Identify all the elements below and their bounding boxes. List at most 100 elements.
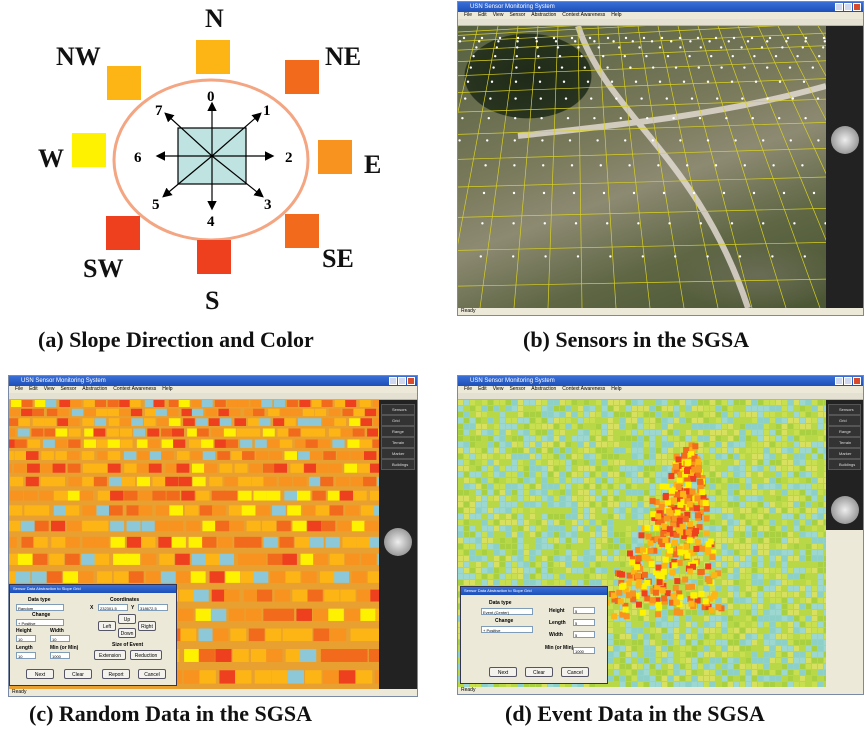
num-2: 2 xyxy=(285,150,293,166)
left-button-c[interactable]: Left xyxy=(98,621,116,631)
right-button-c[interactable]: Right xyxy=(138,621,156,631)
arrow-5 xyxy=(162,155,213,198)
report-button-c[interactable]: Report xyxy=(102,669,130,679)
menu-sensor-d[interactable]: Sensor xyxy=(509,386,526,392)
x-label-c: X xyxy=(90,605,94,611)
down-button-c[interactable]: Down xyxy=(118,628,136,638)
side-item-range-d[interactable]: Range xyxy=(828,426,861,437)
menu-edit[interactable]: Edit xyxy=(478,12,487,18)
menu-sensor[interactable]: Sensor xyxy=(509,12,526,18)
menu-file-c[interactable]: File xyxy=(15,386,24,392)
abstraction-dialog-d: Sensor Data Abstraction to Slope Grid Da… xyxy=(460,586,608,684)
menu-help-d[interactable]: Help xyxy=(611,386,622,392)
up-button-c[interactable]: Up xyxy=(118,614,136,624)
window-d: USN Sensor Monitoring System File Edit Vie… xyxy=(457,375,864,695)
menu-view-c[interactable]: View xyxy=(43,386,55,392)
viewport-d[interactable] xyxy=(458,400,826,687)
menu-edit-c[interactable]: Edit xyxy=(29,386,38,392)
caption-a: (a) Slope Direction and Color xyxy=(38,327,314,352)
min-input-c[interactable]: 1000 xyxy=(50,652,70,659)
length-input-c[interactable]: 10 xyxy=(16,652,36,659)
side-item-terrain-d[interactable]: Terrain xyxy=(828,437,861,448)
menu-file-d[interactable]: File xyxy=(464,386,473,392)
data-type-select-d[interactable]: Event (Center) xyxy=(481,608,533,615)
num-7: 7 xyxy=(155,103,163,119)
side-item-grid-c[interactable]: Grid xyxy=(381,415,415,426)
menu-view-d[interactable]: View xyxy=(492,386,504,392)
menu-view[interactable]: View xyxy=(492,12,504,18)
reduction-button-c[interactable]: Reduction xyxy=(130,650,162,660)
menu-abstraction[interactable]: Abstraction xyxy=(531,12,557,18)
menu-file[interactable]: File xyxy=(464,12,473,18)
navigation-wheel-c[interactable] xyxy=(384,528,412,556)
height-label-c: Height xyxy=(16,628,32,634)
side-panel-b xyxy=(826,26,863,308)
menu-abstraction-c[interactable]: Abstraction xyxy=(82,386,108,392)
menu-edit-d[interactable]: Edit xyxy=(478,386,487,392)
title-bar-d: USN Sensor Monitoring System xyxy=(458,376,863,386)
minimize-button-b[interactable] xyxy=(835,3,843,11)
maximize-button-b[interactable] xyxy=(844,3,852,11)
width-input-d[interactable]: 5 xyxy=(573,631,595,638)
label-s: S xyxy=(205,286,220,315)
extension-button-c[interactable]: Extension xyxy=(94,650,126,660)
close-button-b[interactable] xyxy=(853,3,861,11)
height-input-d[interactable]: 5 xyxy=(573,607,595,614)
side-item-terrain-c[interactable]: Terrain xyxy=(381,437,415,448)
cancel-button-d[interactable]: Cancel xyxy=(561,667,589,677)
y-input-c[interactable]: 318672.5 xyxy=(138,604,168,611)
side-item-buildings-c[interactable]: Buildings xyxy=(381,459,415,470)
side-item-marker-d[interactable]: Marker Image xyxy=(828,448,861,465)
arrow-7 xyxy=(164,112,213,157)
swatch-sw xyxy=(106,216,140,250)
viewport-b[interactable] xyxy=(458,26,826,308)
side-item-range-c[interactable]: Range xyxy=(381,426,415,437)
change-select-d[interactable]: + Positive xyxy=(481,626,533,633)
side-item-sensors-c[interactable]: Sensors xyxy=(381,404,415,415)
toolbar-b xyxy=(458,19,863,26)
menu-context-c[interactable]: Context Awareness xyxy=(113,386,157,392)
data-type-select-c[interactable]: Random xyxy=(16,604,64,611)
menu-context[interactable]: Context Awareness xyxy=(562,12,606,18)
menu-help-c[interactable]: Help xyxy=(162,386,173,392)
clear-button-d[interactable]: Clear xyxy=(525,667,553,677)
next-button-c[interactable]: Next xyxy=(26,669,54,679)
cancel-button-c[interactable]: Cancel xyxy=(138,669,166,679)
label-w: W xyxy=(38,144,64,173)
maximize-button-c[interactable] xyxy=(398,377,406,385)
min-input-d[interactable]: 1000 xyxy=(573,647,595,654)
maximize-button-d[interactable] xyxy=(844,377,852,385)
arrow-1 xyxy=(211,112,262,157)
side-item-buildings-d[interactable]: Buildings xyxy=(828,459,861,470)
menu-context-d[interactable]: Context Awareness xyxy=(562,386,606,392)
status-bar-b: Ready xyxy=(458,308,863,315)
width-input-c[interactable]: 10 xyxy=(50,635,70,642)
navigation-wheel-b[interactable] xyxy=(831,126,859,154)
num-5: 5 xyxy=(152,197,160,213)
side-item-sensors-d[interactable]: Sensors xyxy=(828,404,861,415)
side-item-grid-d[interactable]: Grid xyxy=(828,415,861,426)
menu-bar-c: File Edit View Sensor Abstraction Context Awa… xyxy=(9,386,417,393)
change-select-c[interactable]: + Positive xyxy=(16,619,64,626)
close-button-d[interactable] xyxy=(853,377,861,385)
side-item-marker-c[interactable]: Marker Image xyxy=(381,448,415,465)
navigation-wheel-d[interactable] xyxy=(831,496,859,524)
menu-abstraction-d[interactable]: Abstraction xyxy=(531,386,557,392)
length-label-c: Length xyxy=(16,645,33,651)
height-input-c[interactable]: 10 xyxy=(16,635,36,642)
next-button-d[interactable]: Next xyxy=(489,667,517,677)
side-panel-c: Sensors Grid Range Terrain Marker Image … xyxy=(379,400,417,689)
label-ne: NE xyxy=(325,42,362,71)
minimize-button-d[interactable] xyxy=(835,377,843,385)
clear-button-c[interactable]: Clear xyxy=(64,669,92,679)
close-button-c[interactable] xyxy=(407,377,415,385)
num-0: 0 xyxy=(207,89,215,105)
menu-sensor-c[interactable]: Sensor xyxy=(60,386,77,392)
swatch-s xyxy=(197,240,231,274)
x-input-c[interactable]: 232301.5 xyxy=(98,604,128,611)
width-label-c: Width xyxy=(50,628,64,634)
minimize-button-c[interactable] xyxy=(389,377,397,385)
window-c: USN Sensor Monitoring System File Edit Vie… xyxy=(8,375,418,697)
menu-help[interactable]: Help xyxy=(611,12,622,18)
length-input-d[interactable]: 5 xyxy=(573,619,595,626)
